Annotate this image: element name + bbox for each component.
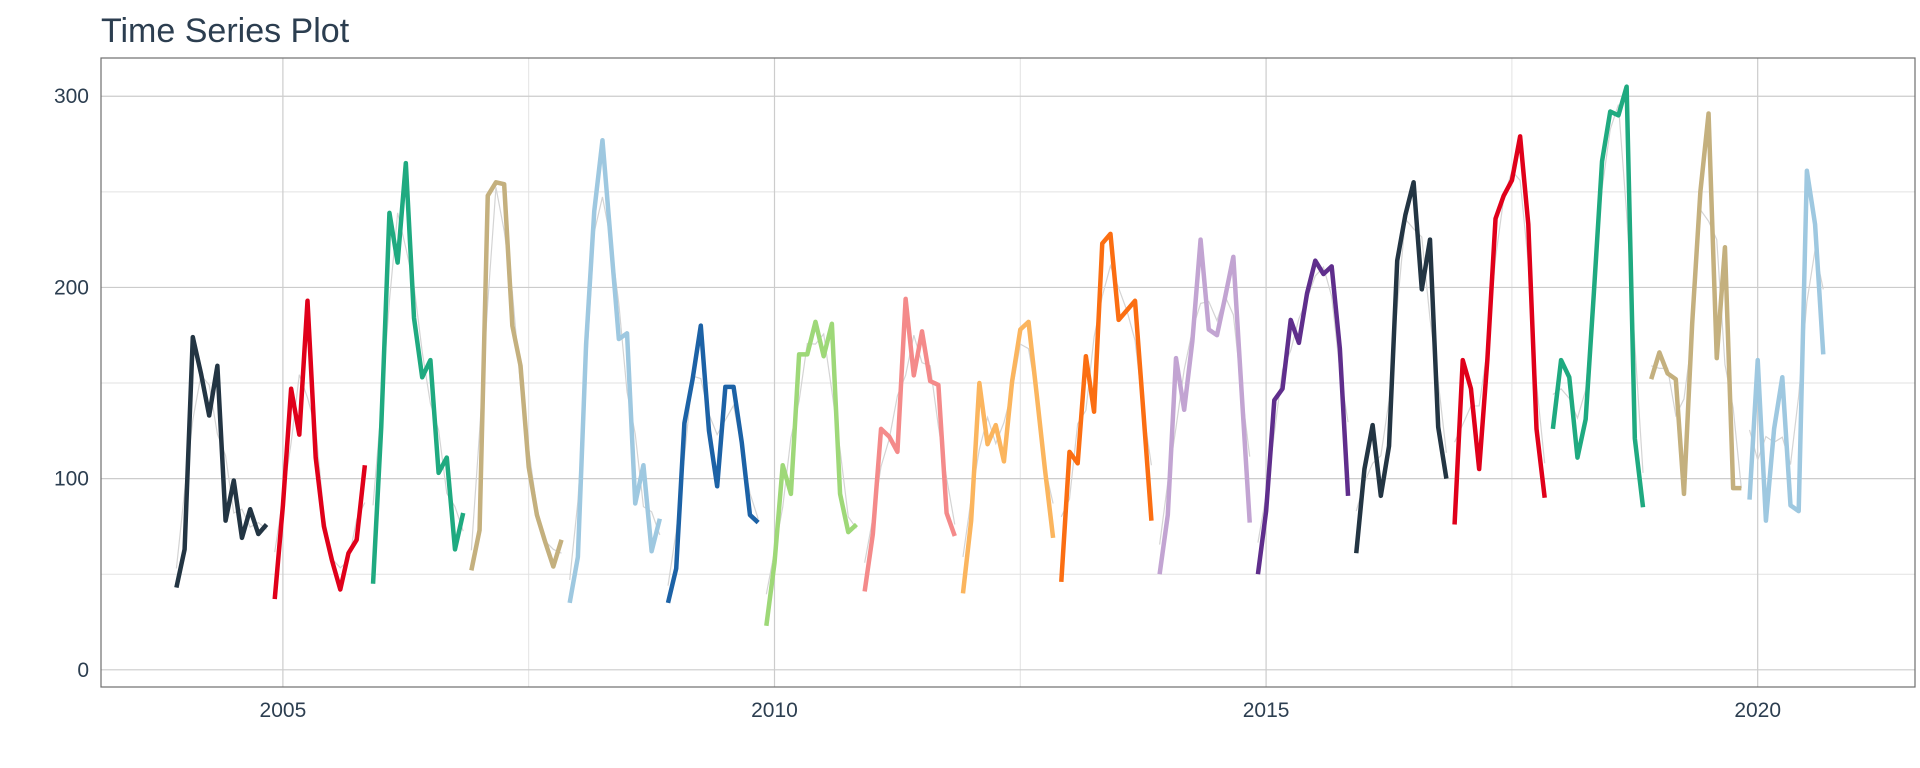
series-11-line [1157, 237, 1252, 575]
series-9-line [960, 319, 1056, 594]
series-8-line [862, 296, 957, 592]
series-14-line [1452, 134, 1547, 525]
series-16-line [1649, 111, 1742, 497]
grid [101, 58, 1915, 687]
series-10-trend [1060, 263, 1153, 518]
x-tick-label: 2005 [260, 699, 307, 722]
x-tick-label: 2010 [751, 699, 798, 722]
series-1-line [174, 334, 269, 589]
series-12-line [1255, 258, 1351, 575]
x-axis-ticks: 2005 2010 2015 2020 [260, 699, 1782, 722]
x-tick-label: 2020 [1734, 699, 1781, 722]
series-3-line [370, 160, 466, 584]
y-tick-label: 100 [54, 468, 89, 491]
series-6-line [665, 323, 760, 604]
y-tick-label: 0 [77, 659, 89, 682]
series-2-line [272, 298, 368, 600]
series-7-line [764, 319, 858, 627]
series-17-line [1747, 168, 1826, 523]
chart-title: Time Series Plot [101, 12, 350, 50]
series-13-line [1354, 180, 1449, 554]
series-lines [174, 84, 1826, 627]
y-tick-label: 300 [54, 85, 89, 108]
x-tick-label: 2015 [1243, 699, 1290, 722]
series-15-line [1550, 84, 1646, 508]
plot-frame [100, 57, 1916, 688]
series-7-trend [765, 332, 857, 595]
series-4-line [469, 180, 564, 571]
series-10-line [1059, 231, 1154, 582]
series-13-trend [1355, 217, 1447, 512]
series-5-line [567, 137, 662, 604]
y-tick-label: 200 [54, 276, 89, 299]
trend-lines [175, 104, 1824, 595]
y-axis-ticks: 0 100 200 300 [54, 85, 89, 682]
